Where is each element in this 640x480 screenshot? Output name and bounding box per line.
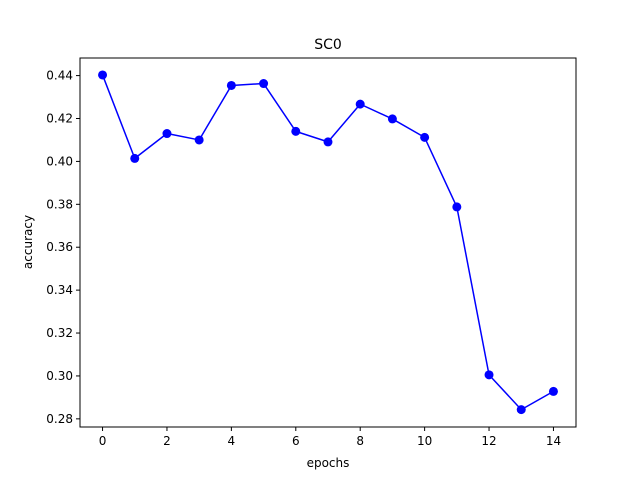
x-axis-label: epochs: [307, 456, 350, 470]
y-tick-label: 0.38: [46, 197, 73, 211]
data-point: [162, 129, 172, 139]
x-tick-label: 14: [546, 434, 561, 448]
y-tick-label: 0.32: [46, 326, 73, 340]
x-tick-label: 8: [356, 434, 364, 448]
data-point: [226, 80, 236, 90]
x-tick-label: 10: [417, 434, 432, 448]
data-point: [323, 137, 333, 147]
data-point: [259, 79, 269, 89]
data-point: [387, 114, 397, 124]
y-tick-label: 0.34: [46, 283, 73, 297]
chart-title: SC0: [314, 37, 342, 53]
y-tick-label: 0.28: [46, 412, 73, 426]
x-tick-label: 2: [163, 434, 171, 448]
x-axis-ticks: 0 2 4 6 8 10 12 14: [99, 427, 561, 448]
x-tick-label: 0: [99, 434, 107, 448]
data-point: [548, 386, 558, 396]
x-tick-label: 12: [481, 434, 496, 448]
y-axis-label: accuracy: [21, 215, 35, 269]
data-point: [516, 405, 526, 415]
data-point: [194, 135, 204, 145]
data-point: [98, 70, 108, 80]
y-tick-label: 0.44: [46, 69, 73, 83]
data-point: [355, 99, 365, 109]
y-tick-label: 0.30: [46, 369, 73, 383]
plot-area-frame: [79, 57, 577, 428]
x-tick-label: 4: [228, 434, 236, 448]
y-axis-ticks: 0.28 0.30 0.32 0.34 0.36 0.38 0.40 0.42 0.44: [46, 69, 80, 426]
data-point: [291, 126, 301, 136]
data-point: [452, 202, 462, 212]
x-tick-label: 6: [292, 434, 300, 448]
data-point: [420, 132, 430, 142]
data-point: [130, 153, 140, 163]
y-tick-label: 0.42: [46, 111, 73, 125]
data-point: [484, 370, 494, 380]
y-tick-label: 0.36: [46, 240, 73, 254]
y-tick-label: 0.40: [46, 154, 73, 168]
series-layer: [98, 70, 558, 415]
